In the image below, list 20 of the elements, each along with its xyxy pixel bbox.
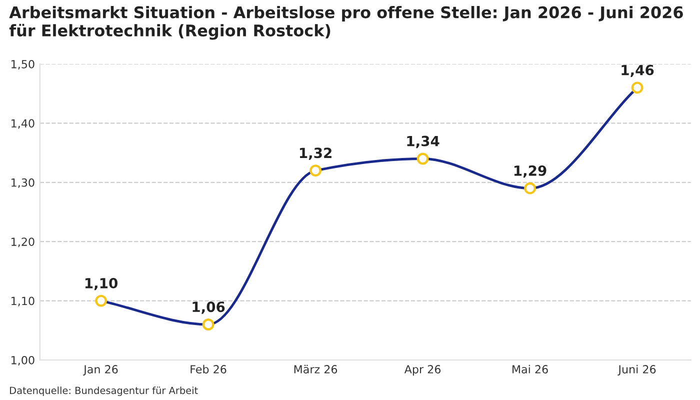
x-tick-label: Feb 26 — [190, 364, 226, 374]
data-label: 1,34 — [407, 136, 440, 148]
data-label: 1,06 — [192, 302, 225, 314]
data-label: 1,46 — [622, 64, 654, 78]
x-tick-label: Jan 26 — [83, 365, 118, 376]
x-tick-label: Apr 26 — [404, 365, 441, 376]
x-tick-label: März 26 — [294, 364, 338, 374]
y-tick-label: 1,10 — [12, 296, 34, 306]
y-tick-label: 1,50 — [12, 60, 34, 70]
x-tick-label: Mai 26 — [512, 364, 548, 374]
y-tick-label: 1,20 — [12, 238, 34, 248]
y-tick-label: 1,40 — [12, 119, 34, 129]
text: Datenquelle: Bundesagentur für Arbeit — [10, 386, 198, 396]
data-label: 1,29 — [514, 165, 546, 178]
data-label: 1,10 — [85, 278, 118, 290]
chart-title: Arbeitsmarkt Situation - Arbeitslose pro offene Stelle: Jan 2026 - Juni 2026 für Elektrotechnik (Region Rostock) — [9, 6, 683, 40]
y-tick-label: 1,30 — [12, 178, 34, 188]
data-label: 1,32 — [300, 148, 332, 160]
y-tick-label: 1,00 — [12, 356, 34, 366]
x-tick-label: Juni 26 — [618, 364, 656, 376]
